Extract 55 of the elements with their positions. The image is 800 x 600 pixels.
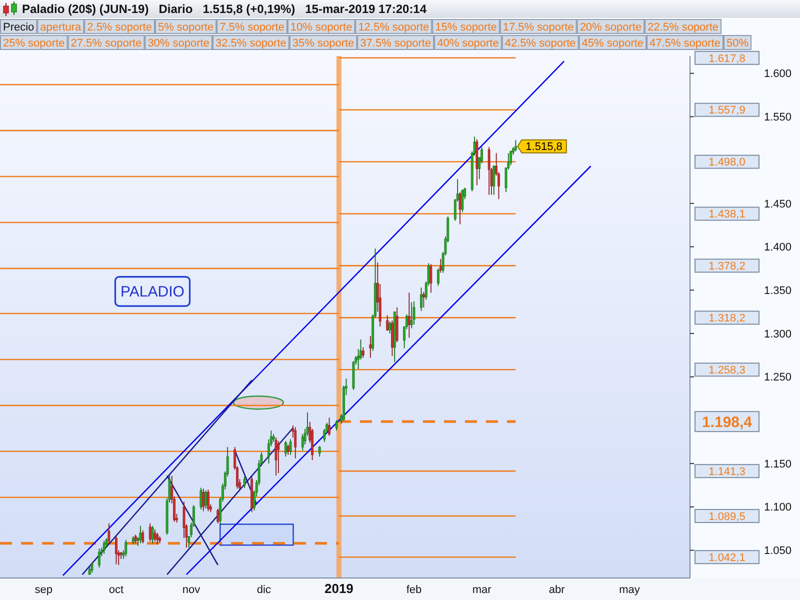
button: 25% soporte	[0, 35, 68, 50]
button: Precio	[0, 19, 38, 34]
y-tick-label: 1.550	[764, 112, 792, 124]
x-tick-label: may	[619, 584, 640, 596]
y-tick-label: 1.100	[764, 502, 792, 514]
ref-line-label: 1.089,5	[708, 510, 746, 523]
button: 10% soporte	[287, 19, 356, 34]
x-tick-label: abr	[548, 584, 566, 596]
annotation: 1.515,8	[526, 141, 562, 154]
annotation: PALADIO	[120, 284, 184, 301]
y-tick-label: 1.350	[764, 284, 792, 297]
button: 5% soporte	[154, 19, 217, 34]
y-tick-label: 1.450	[764, 198, 792, 210]
x-tick-label: sep	[34, 584, 52, 596]
button: 47.5% soporte	[646, 35, 724, 50]
ref-line-label: 1.498,0	[708, 156, 746, 169]
ref-line-label: 1.438,1	[708, 208, 746, 221]
button: 37.5% soporte	[357, 35, 434, 50]
ref-line-label: 1.378,2	[708, 260, 746, 273]
button: 30% soporte	[144, 35, 212, 50]
button: 32.5% soporte	[212, 35, 290, 50]
y-tick-label: 1.050	[764, 545, 792, 558]
button: 22.5% soporte	[644, 19, 722, 34]
x-tick-label: mar	[472, 584, 492, 596]
button: 12.5% soporte	[355, 19, 432, 34]
x-tick-label: oct	[108, 584, 124, 596]
y-tick-label: 1.150	[764, 458, 792, 470]
x-tick-label: dic	[256, 584, 272, 596]
ref-line-label: 1.042,1	[708, 552, 746, 564]
ref-line-label: 1.198,4	[702, 414, 753, 431]
y-tick-label: 1.600	[764, 68, 792, 80]
button: 40% soporte	[434, 35, 502, 50]
y-tick-label: 1.400	[764, 242, 792, 254]
y-tick-label: 1.250	[764, 372, 792, 384]
x-tick-label: feb	[406, 584, 422, 596]
button: 27.5% soporte	[68, 35, 145, 50]
button: apertura	[37, 19, 84, 34]
button: 50%	[724, 35, 752, 50]
button: 7.5% soporte	[216, 19, 288, 34]
ref-line-label: 1.318,2	[708, 312, 746, 325]
button: 2.5% soporte	[84, 19, 155, 34]
button: 42.5% soporte	[502, 35, 579, 50]
chart-title: Paladio (20$) (JUN-19) Diario 1.515,8 (+0,19%) 15-mar-2019 17:20:14	[22, 2, 427, 16]
button: 35% soporte	[289, 35, 358, 50]
button: 45% soporte	[578, 35, 647, 50]
ref-line-label: 1.258,3	[708, 364, 746, 376]
ref-line-label: 1.557,9	[708, 104, 746, 117]
button: 15% soporte	[432, 19, 500, 34]
button: 20% soporte	[576, 19, 645, 34]
x-tick-label: nov	[182, 584, 201, 596]
y-tick-label: 1.300	[764, 328, 792, 340]
x-tick-label: 2019	[324, 581, 354, 596]
ref-line-label: 1.141,3	[708, 466, 746, 478]
button: 17.5% soporte	[500, 19, 577, 34]
ref-line-label: 1.617,8	[708, 52, 746, 65]
